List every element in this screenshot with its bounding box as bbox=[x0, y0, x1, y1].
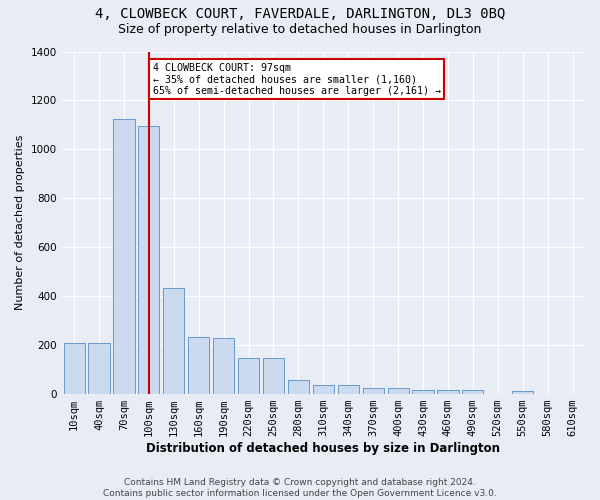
Bar bbox=[412, 390, 434, 394]
Bar bbox=[113, 119, 134, 394]
Bar bbox=[338, 385, 359, 394]
Text: 4 CLOWBECK COURT: 97sqm
← 35% of detached houses are smaller (1,160)
65% of semi: 4 CLOWBECK COURT: 97sqm ← 35% of detache… bbox=[152, 62, 440, 96]
Bar bbox=[313, 385, 334, 394]
Bar bbox=[462, 390, 484, 394]
Bar bbox=[64, 344, 85, 394]
Text: 4, CLOWBECK COURT, FAVERDALE, DARLINGTON, DL3 0BQ: 4, CLOWBECK COURT, FAVERDALE, DARLINGTON… bbox=[95, 8, 505, 22]
Text: Size of property relative to detached houses in Darlington: Size of property relative to detached ho… bbox=[118, 22, 482, 36]
Bar bbox=[288, 380, 309, 394]
Bar bbox=[437, 390, 458, 394]
Bar bbox=[238, 358, 259, 394]
Bar bbox=[88, 342, 110, 394]
Text: Contains HM Land Registry data © Crown copyright and database right 2024.
Contai: Contains HM Land Registry data © Crown c… bbox=[103, 478, 497, 498]
Bar bbox=[362, 388, 384, 394]
Bar bbox=[213, 338, 234, 394]
Bar bbox=[263, 358, 284, 394]
Bar bbox=[512, 391, 533, 394]
Bar bbox=[138, 126, 160, 394]
Bar bbox=[188, 338, 209, 394]
X-axis label: Distribution of detached houses by size in Darlington: Distribution of detached houses by size … bbox=[146, 442, 500, 455]
Bar bbox=[388, 388, 409, 394]
Y-axis label: Number of detached properties: Number of detached properties bbox=[15, 135, 25, 310]
Bar bbox=[163, 288, 184, 394]
